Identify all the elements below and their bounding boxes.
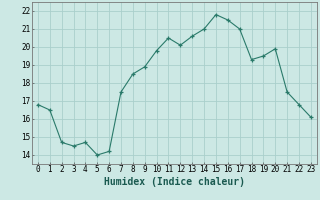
X-axis label: Humidex (Indice chaleur): Humidex (Indice chaleur) [104, 177, 245, 187]
